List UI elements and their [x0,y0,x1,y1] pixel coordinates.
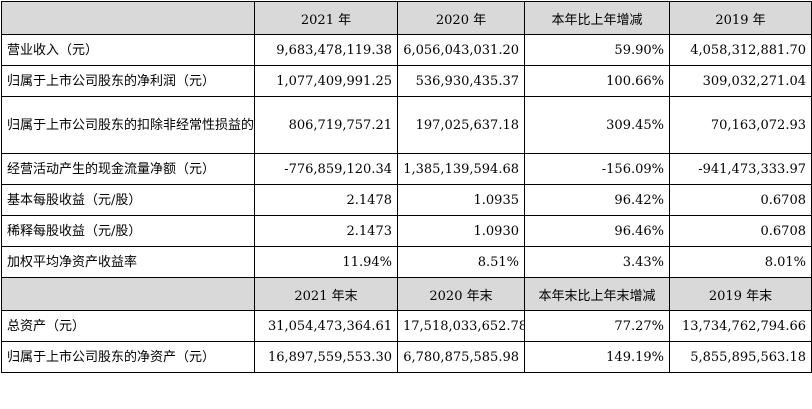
cell-value: 2.1478 [254,184,398,216]
table-row: 归属于上市公司股东的净资产（元） 16,897,559,553.30 6,780… [1,341,812,373]
cell-value: -156.09% [524,153,670,185]
header-cell: 2019 年 [669,1,812,35]
cell-value: 197,025,637.18 [397,96,525,154]
financial-indicators-table: 2021 年 2020 年 本年比上年增减 2019 年 营业收入（元） 9,6… [1,1,812,373]
table-row: 加权平均净资产收益率 11.94% 8.51% 3.43% 8.01% [1,246,812,278]
row-label: 加权平均净资产收益率 [1,246,255,278]
row-label: 归属于上市公司股东的扣除非经常性损益的净利润（元） [1,96,255,154]
cell-value: 3.43% [524,246,670,278]
header-cell: 本年末比上年末增减 [524,277,670,311]
table-row: 经营活动产生的现金流量净额（元） -776,859,120.34 1,385,1… [1,153,812,185]
table-row: 稀释每股收益（元/股） 2.1473 1.0930 96.46% 0.6708 [1,215,812,247]
cell-value: 16,897,559,553.30 [254,341,398,373]
row-label: 基本每股收益（元/股） [1,184,255,216]
cell-value: 11.94% [254,246,398,278]
header-cell: 2020 年末 [397,277,525,311]
cell-value: 309.45% [524,96,670,154]
header-cell: 本年比上年增减 [524,1,670,35]
cell-value: 4,058,312,881.70 [669,34,812,66]
cell-value: 0.6708 [669,215,812,247]
cell-value: 536,930,435.37 [397,65,525,97]
header-cell: 2021 年末 [254,277,398,311]
cell-value: 806,719,757.21 [254,96,398,154]
row-label: 经营活动产生的现金流量净额（元） [1,153,255,185]
header-cell: 2020 年 [397,1,525,35]
table-row: 基本每股收益（元/股） 2.1478 1.0935 96.42% 0.6708 [1,184,812,216]
cell-value: 96.46% [524,215,670,247]
cell-value: 309,032,271.04 [669,65,812,97]
table-row: 归属于上市公司股东的扣除非经常性损益的净利润（元） 806,719,757.21… [1,96,812,154]
row-label: 归属于上市公司股东的净资产（元） [1,341,255,373]
cell-value: 1,077,409,991.25 [254,65,398,97]
cell-value: 77.27% [524,310,670,342]
cell-value: 1.0930 [397,215,525,247]
cell-value: 9,683,478,119.38 [254,34,398,66]
cell-value: 8.01% [669,246,812,278]
cell-value: 59.90% [524,34,670,66]
cell-value: 149.19% [524,341,670,373]
cell-value: 100.66% [524,65,670,97]
table-header-row: 2021 年 2020 年 本年比上年增减 2019 年 [1,1,812,35]
table-row: 归属于上市公司股东的净利润（元） 1,077,409,991.25 536,93… [1,65,812,97]
header-cell [1,1,255,35]
cell-value: -776,859,120.34 [254,153,398,185]
row-label: 归属于上市公司股东的净利润（元） [1,65,255,97]
cell-value: 2.1473 [254,215,398,247]
cell-value: 1,385,139,594.68 [397,153,525,185]
cell-value: 6,056,043,031.20 [397,34,525,66]
cell-value: 0.6708 [669,184,812,216]
cell-value: 96.42% [524,184,670,216]
row-label: 总资产（元） [1,310,255,342]
cell-value: 31,054,473,364.61 [254,310,398,342]
header-cell: 2019 年末 [669,277,812,311]
table-row: 营业收入（元） 9,683,478,119.38 6,056,043,031.2… [1,34,812,66]
cell-value: 70,163,072.93 [669,96,812,154]
cell-value: 8.51% [397,246,525,278]
cell-value: 1.0935 [397,184,525,216]
row-label: 稀释每股收益（元/股） [1,215,255,247]
cell-value: 17,518,033,652.78 [397,310,525,342]
table-header-row: 2021 年末 2020 年末 本年末比上年末增减 2019 年末 [1,277,812,311]
table-row: 总资产（元） 31,054,473,364.61 17,518,033,652.… [1,310,812,342]
cell-value: 6,780,875,585.98 [397,341,525,373]
header-cell [1,277,255,311]
cell-value: -941,473,333.97 [669,153,812,185]
cell-value: 5,855,895,563.18 [669,341,812,373]
cell-value: 13,734,762,794.66 [669,310,812,342]
header-cell: 2021 年 [254,1,398,35]
row-label: 营业收入（元） [1,34,255,66]
